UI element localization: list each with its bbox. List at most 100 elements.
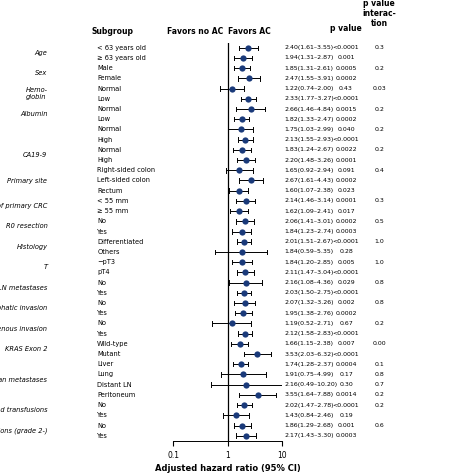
Text: 0.1: 0.1 (374, 362, 384, 367)
Text: 0.040: 0.040 (337, 127, 355, 132)
Text: <0.0001: <0.0001 (333, 239, 359, 244)
Text: Low: Low (97, 116, 110, 122)
Text: 0.3: 0.3 (374, 45, 384, 50)
Text: p value: p value (330, 24, 362, 33)
Text: 0.005: 0.005 (337, 260, 355, 264)
Text: Wild-type: Wild-type (97, 341, 129, 347)
Text: Normal: Normal (97, 147, 121, 153)
Text: 0.0004: 0.0004 (335, 362, 357, 367)
Text: 1.66(1.15–2.38): 1.66(1.15–2.38) (284, 341, 333, 346)
Text: <0.0001: <0.0001 (333, 96, 359, 101)
Text: < 63 years old: < 63 years old (97, 45, 146, 51)
Text: 2.20(1.48–3.26): 2.20(1.48–3.26) (284, 157, 334, 163)
Text: R0 resection: R0 resection (6, 223, 47, 229)
Text: 0.7: 0.7 (374, 382, 384, 387)
Text: 1.95(1.38–2.76): 1.95(1.38–2.76) (284, 310, 334, 316)
Text: Male: Male (97, 65, 113, 71)
Text: 0.03: 0.03 (372, 86, 386, 91)
Text: Age: Age (35, 50, 47, 56)
Text: Others: Others (97, 249, 119, 255)
Text: 0.17: 0.17 (339, 372, 353, 377)
Text: Yes: Yes (97, 331, 108, 337)
Text: Normal: Normal (97, 106, 121, 112)
Text: 1.43(0.84–2.46): 1.43(0.84–2.46) (284, 413, 334, 418)
Text: 0.0014: 0.0014 (335, 392, 357, 397)
Text: 0.30: 0.30 (339, 382, 353, 387)
Text: 3.55(1.64–7.88): 3.55(1.64–7.88) (284, 392, 334, 397)
Text: T: T (44, 264, 47, 270)
Text: 2.01(1.51–2.67): 2.01(1.51–2.67) (284, 239, 334, 244)
Text: High: High (97, 137, 112, 143)
Text: 2.67(1.61–4.43): 2.67(1.61–4.43) (284, 178, 334, 183)
Text: 0.8: 0.8 (374, 372, 384, 377)
Text: 1.84(1.20–2.85): 1.84(1.20–2.85) (284, 260, 334, 264)
Text: 0.5: 0.5 (374, 219, 384, 224)
Text: 0.0001: 0.0001 (335, 157, 357, 163)
Text: 2.16(1.08–4.36): 2.16(1.08–4.36) (284, 280, 334, 285)
Text: Complications (grade 2-): Complications (grade 2-) (0, 427, 47, 434)
Text: 0.3: 0.3 (374, 199, 384, 203)
Text: Target organ metastases: Target organ metastases (0, 376, 47, 383)
Text: KRAS Exon 2: KRAS Exon 2 (5, 346, 47, 352)
Text: No: No (97, 422, 106, 428)
Text: 1.82(1.33–2.47): 1.82(1.33–2.47) (284, 117, 334, 122)
Text: 1.65(0.92–2.94): 1.65(0.92–2.94) (284, 168, 334, 173)
Text: 2.02(1.47–2.78): 2.02(1.47–2.78) (284, 402, 334, 408)
Text: High: High (97, 157, 112, 163)
Text: 2.03(1.50–2.75): 2.03(1.50–2.75) (284, 290, 334, 295)
Text: Sex: Sex (35, 70, 47, 76)
Text: Normal: Normal (97, 86, 121, 91)
Text: <0.0001: <0.0001 (333, 270, 359, 275)
Text: Rectum: Rectum (97, 188, 123, 194)
Text: 0.0005: 0.0005 (335, 66, 357, 71)
Text: 0.001: 0.001 (337, 55, 355, 61)
Text: 1.86(1.29–2.68): 1.86(1.29–2.68) (284, 423, 334, 428)
Text: 0.28: 0.28 (339, 249, 353, 255)
Text: 0.6: 0.6 (374, 423, 384, 428)
Text: Lung: Lung (97, 372, 113, 377)
Text: 0.0003: 0.0003 (335, 433, 357, 438)
Text: 1.85(1.31–2.61): 1.85(1.31–2.61) (284, 66, 333, 71)
Text: Size of primary CRC: Size of primary CRC (0, 203, 47, 209)
Text: −pT3: −pT3 (97, 259, 115, 265)
Text: Low: Low (97, 96, 110, 102)
Text: Right-sided colon: Right-sided colon (97, 167, 155, 173)
Text: 2.47(1.55–3.91): 2.47(1.55–3.91) (284, 76, 334, 81)
Text: No: No (97, 300, 106, 306)
Text: 2.11(1.47–3.04): 2.11(1.47–3.04) (284, 270, 334, 275)
Text: 0.007: 0.007 (337, 341, 355, 346)
Text: 2.16(0.49–10.20): 2.16(0.49–10.20) (284, 382, 337, 387)
Text: 1.75(1.03–2.99): 1.75(1.03–2.99) (284, 127, 334, 132)
Text: 2.33(1.77–3.27): 2.33(1.77–3.27) (284, 96, 334, 101)
Text: 0.001: 0.001 (337, 423, 355, 428)
Text: 2.40(1.61–3.55): 2.40(1.61–3.55) (284, 45, 334, 50)
Text: 2.13(1.55–2.93): 2.13(1.55–2.93) (284, 137, 334, 142)
Text: Yes: Yes (97, 228, 108, 235)
Text: Yes: Yes (97, 310, 108, 316)
Text: 1.0: 1.0 (374, 239, 384, 244)
Text: 1.60(1.07–2.38): 1.60(1.07–2.38) (284, 188, 334, 193)
Text: 0.0001: 0.0001 (335, 199, 357, 203)
Text: 0.029: 0.029 (337, 280, 355, 285)
Text: < 55 mm: < 55 mm (97, 198, 128, 204)
Text: <0.0001: <0.0001 (333, 45, 359, 50)
Text: Liver: Liver (97, 361, 113, 367)
Text: Lymphatic invasion: Lymphatic invasion (0, 305, 47, 311)
Text: 0.0002: 0.0002 (335, 178, 357, 183)
Text: LN metastases: LN metastases (0, 285, 47, 291)
Text: 0.67: 0.67 (339, 321, 353, 326)
Text: <0.0001: <0.0001 (333, 137, 359, 142)
Text: Yes: Yes (97, 290, 108, 296)
Text: 0.0003: 0.0003 (335, 229, 357, 234)
Text: 1.84(1.23–2.74): 1.84(1.23–2.74) (284, 229, 334, 234)
Text: 0.0002: 0.0002 (335, 117, 357, 122)
Text: 2.14(1.46–3.14): 2.14(1.46–3.14) (284, 199, 334, 203)
Text: 0.2: 0.2 (374, 321, 384, 326)
Text: 2.12(1.58–2.83): 2.12(1.58–2.83) (284, 331, 334, 336)
Text: Albumin: Albumin (20, 111, 47, 117)
Text: 0.091: 0.091 (337, 168, 355, 173)
Text: Favors AC: Favors AC (228, 27, 271, 36)
Text: Distant LN: Distant LN (97, 382, 132, 388)
Text: 1.19(0.52–2.71): 1.19(0.52–2.71) (284, 321, 334, 326)
Text: <0.0001: <0.0001 (333, 290, 359, 295)
